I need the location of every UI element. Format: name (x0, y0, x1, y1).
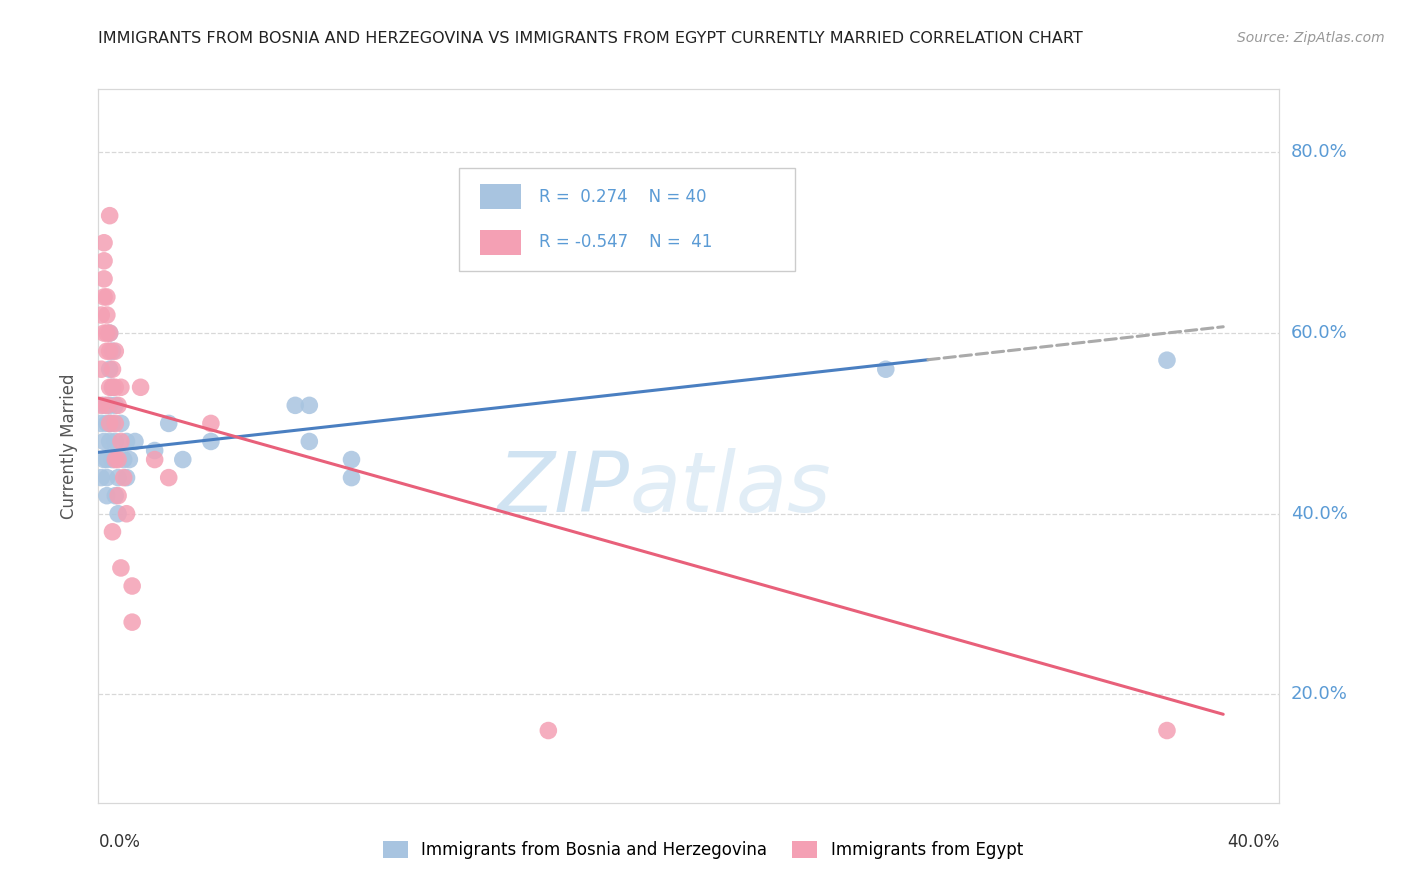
Point (157, 417, 180, 431)
Point (537, 723, 560, 738)
Point (110, 417, 132, 431)
Point (107, 470, 129, 484)
Text: 40.0%: 40.0% (1227, 833, 1279, 851)
Point (98, 326, 121, 340)
Point (90, 308, 112, 322)
Text: 0.0%: 0.0% (98, 833, 141, 851)
Point (90, 417, 112, 431)
Text: R =  0.274    N = 40: R = 0.274 N = 40 (538, 187, 706, 206)
Text: R = -0.547    N =  41: R = -0.547 N = 41 (538, 233, 713, 252)
Point (98, 417, 121, 431)
Point (115, 470, 138, 484)
Point (101, 344, 124, 359)
Point (90, 398, 112, 412)
Point (93, 290, 115, 304)
Point (96, 452, 118, 467)
Point (98, 344, 121, 359)
Point (107, 507, 129, 521)
Point (93, 272, 115, 286)
Point (93, 235, 115, 250)
Point (104, 344, 127, 359)
Point (129, 380, 152, 394)
Point (98, 326, 121, 340)
Point (118, 452, 141, 467)
FancyBboxPatch shape (479, 184, 522, 209)
Text: 20.0%: 20.0% (1291, 685, 1347, 704)
Point (96, 470, 118, 484)
Point (101, 380, 124, 394)
Point (104, 398, 127, 412)
Text: atlas: atlas (630, 449, 831, 529)
Point (115, 507, 138, 521)
Point (96, 308, 118, 322)
Point (98, 362, 121, 376)
Point (107, 398, 129, 412)
Point (157, 470, 180, 484)
Point (124, 434, 146, 449)
Point (112, 452, 135, 467)
Point (96, 326, 118, 340)
Point (101, 362, 124, 376)
Text: 80.0%: 80.0% (1291, 144, 1347, 161)
Point (101, 380, 124, 394)
Point (101, 417, 124, 431)
Text: Source: ZipAtlas.com: Source: ZipAtlas.com (1237, 31, 1385, 45)
Point (298, 434, 321, 449)
Point (104, 452, 127, 467)
Point (121, 615, 143, 629)
Point (93, 326, 115, 340)
Point (96, 489, 118, 503)
Point (93, 452, 115, 467)
Point (107, 489, 129, 503)
Point (200, 417, 222, 431)
Point (110, 434, 132, 449)
Point (93, 398, 115, 412)
Point (172, 452, 194, 467)
Legend: Immigrants from Bosnia and Herzegovina, Immigrants from Egypt: Immigrants from Bosnia and Herzegovina, … (377, 834, 1029, 866)
Text: 40.0%: 40.0% (1291, 505, 1347, 523)
Point (1156, 723, 1178, 738)
Point (110, 380, 132, 394)
Point (340, 452, 363, 467)
Point (107, 452, 129, 467)
FancyBboxPatch shape (458, 168, 796, 271)
Point (284, 398, 307, 412)
Point (93, 434, 115, 449)
Point (90, 470, 112, 484)
Point (96, 290, 118, 304)
Point (298, 398, 321, 412)
Point (875, 362, 897, 376)
Point (143, 452, 166, 467)
Point (96, 344, 118, 359)
Y-axis label: Currently Married: Currently Married (59, 373, 77, 519)
Point (110, 561, 132, 575)
Point (93, 253, 115, 268)
Point (143, 443, 166, 458)
Point (90, 362, 112, 376)
Point (104, 380, 127, 394)
FancyBboxPatch shape (479, 230, 522, 255)
Point (104, 434, 127, 449)
Point (104, 489, 127, 503)
Text: IMMIGRANTS FROM BOSNIA AND HERZEGOVINA VS IMMIGRANTS FROM EGYPT CURRENTLY MARRIE: IMMIGRANTS FROM BOSNIA AND HERZEGOVINA V… (98, 31, 1083, 46)
Point (340, 470, 363, 484)
Point (98, 398, 121, 412)
Text: ZIP: ZIP (498, 449, 630, 529)
Point (98, 209, 121, 223)
Point (101, 452, 124, 467)
Point (121, 579, 143, 593)
Point (96, 417, 118, 431)
Point (200, 434, 222, 449)
Point (104, 417, 127, 431)
Point (98, 417, 121, 431)
Point (112, 470, 135, 484)
Point (115, 434, 138, 449)
Text: 60.0%: 60.0% (1291, 324, 1347, 343)
Point (98, 380, 121, 394)
Point (96, 398, 118, 412)
Point (101, 524, 124, 539)
Point (98, 434, 121, 449)
Point (1156, 353, 1178, 368)
